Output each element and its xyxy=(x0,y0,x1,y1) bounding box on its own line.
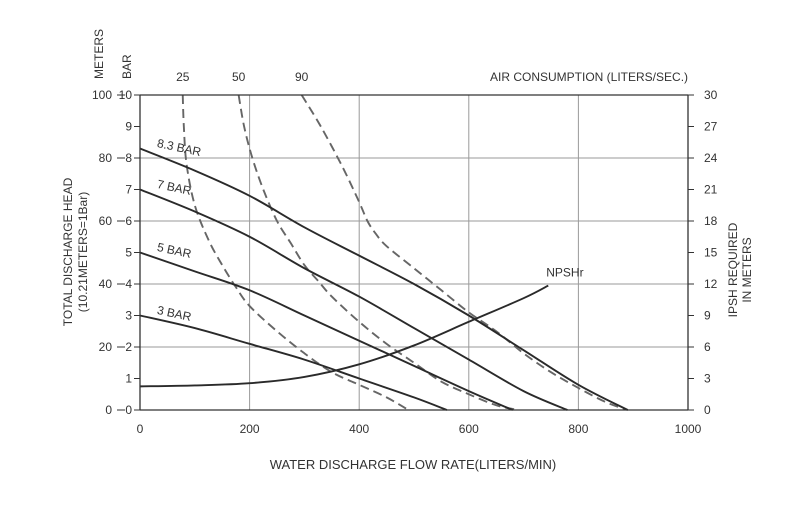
x-tick-label: 200 xyxy=(240,422,260,436)
bar-tick-label: 10 xyxy=(119,88,133,102)
ipsh-tick-label: 27 xyxy=(704,120,718,134)
ipsh-tick-label: 15 xyxy=(704,246,718,260)
right-axis-title-line2: IN METERS xyxy=(740,237,754,302)
series-label-7-bar: 7 BAR xyxy=(156,177,193,198)
meters-tick-label: 20 xyxy=(99,340,113,354)
ipsh-tick-label: 9 xyxy=(704,309,711,323)
ipsh-tick-label: 6 xyxy=(704,340,711,354)
series-layer xyxy=(139,94,629,411)
labels: 0123456789100204060801000369121518212427… xyxy=(92,70,718,436)
bar-tick-label: 5 xyxy=(125,246,132,260)
ipsh-tick-label: 12 xyxy=(704,277,718,291)
air-consumption-tick-label: 50 xyxy=(232,70,246,84)
ipsh-tick-label: 18 xyxy=(704,214,718,228)
ipsh-tick-label: 0 xyxy=(704,403,711,417)
bar-tick-label: 3 xyxy=(125,309,132,323)
meters-tick-label: 60 xyxy=(99,214,113,228)
air-consumption-tick-label: 25 xyxy=(176,70,190,84)
x-tick-label: 1000 xyxy=(675,422,702,436)
series-label-5-bar: 5 BAR xyxy=(156,240,193,261)
x-tick-label: 400 xyxy=(349,422,369,436)
meters-axis-title: METERS xyxy=(92,29,106,79)
axes xyxy=(117,94,694,411)
meters-tick-label: 80 xyxy=(99,151,113,165)
left-axis-title-line1: TOTAL DISCHARGE HEAD xyxy=(61,177,75,326)
curve-3-bar xyxy=(139,314,448,411)
series-label-npshr: NPSHr xyxy=(546,266,583,280)
air-consumption-tick-label: 90 xyxy=(295,70,309,84)
bar-tick-label: 2 xyxy=(125,340,132,354)
bar-tick-label: 1 xyxy=(125,372,132,386)
curve-5-bar xyxy=(139,251,514,411)
right-axis-title-line1: IPSH REQUIRED xyxy=(726,222,740,317)
grid-lines xyxy=(139,94,689,411)
bar-tick-label: 4 xyxy=(125,277,132,291)
bar-tick-label: 6 xyxy=(125,214,132,228)
ipsh-tick-label: 24 xyxy=(704,151,718,165)
curve-7-bar xyxy=(139,188,568,411)
curve-8-3-bar xyxy=(139,147,629,411)
bar-axis-title: BAR xyxy=(120,54,134,79)
x-tick-label: 0 xyxy=(137,422,144,436)
meters-tick-label: 40 xyxy=(99,277,113,291)
curve-npshr xyxy=(139,284,549,388)
air-consumption-curve-50 xyxy=(237,94,519,411)
x-tick-label: 800 xyxy=(568,422,588,436)
x-tick-label: 600 xyxy=(459,422,479,436)
bar-tick-label: 7 xyxy=(125,183,132,197)
ipsh-tick-label: 21 xyxy=(704,183,718,197)
ipsh-tick-label: 3 xyxy=(704,372,711,386)
air-consumption-curve-90 xyxy=(300,94,629,411)
ipsh-tick-label: 30 xyxy=(704,88,718,102)
left-axis-title-line2: (10.21METERS=1Bar) xyxy=(76,192,90,312)
series-label-8-3-bar: 8.3 BAR xyxy=(156,136,203,159)
meters-tick-label: 0 xyxy=(105,403,112,417)
bar-tick-label: 0 xyxy=(125,403,132,417)
meters-tick-label: 100 xyxy=(92,88,112,102)
bar-tick-label: 8 xyxy=(125,151,132,165)
top-axis-title: AIR CONSUMPTION (LITERS/SEC.) xyxy=(490,70,688,84)
x-axis-title: WATER DISCHARGE FLOW RATE(LITERS/MIN) xyxy=(270,457,557,472)
bar-tick-label: 9 xyxy=(125,120,132,134)
